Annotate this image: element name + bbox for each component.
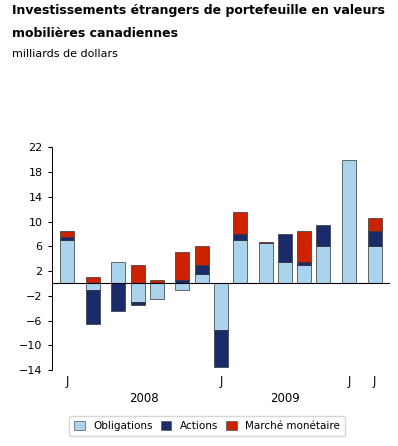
Bar	[297, 262, 311, 265]
Bar	[176, 252, 189, 281]
Bar	[60, 240, 74, 284]
Bar	[86, 284, 100, 289]
Bar	[150, 284, 164, 299]
Bar	[131, 302, 144, 305]
Bar	[297, 265, 311, 284]
Bar	[176, 281, 189, 284]
Bar	[342, 160, 356, 284]
Bar	[86, 277, 100, 284]
Bar	[214, 284, 228, 330]
Bar	[176, 284, 189, 289]
Bar	[195, 246, 209, 265]
Bar	[111, 262, 125, 284]
Bar	[150, 281, 164, 284]
Text: mobilières canadiennes: mobilières canadiennes	[12, 27, 178, 40]
Bar	[131, 265, 144, 284]
Bar	[278, 262, 292, 284]
Bar	[195, 274, 209, 284]
Bar	[111, 284, 125, 311]
Bar	[195, 265, 209, 274]
Bar	[368, 231, 382, 246]
Text: 2009: 2009	[270, 392, 300, 405]
Bar	[368, 219, 382, 231]
Bar	[60, 237, 74, 240]
Bar	[297, 231, 311, 262]
Bar	[316, 225, 330, 246]
Bar	[233, 234, 247, 240]
Bar	[368, 246, 382, 284]
Bar	[233, 212, 247, 234]
Bar	[60, 231, 74, 237]
Bar	[214, 330, 228, 367]
Bar	[86, 289, 100, 324]
Bar	[259, 243, 273, 284]
Bar	[278, 234, 292, 262]
Text: 2008: 2008	[129, 392, 159, 405]
Text: Investissements étrangers de portefeuille en valeurs: Investissements étrangers de portefeuill…	[12, 4, 385, 17]
Bar	[316, 246, 330, 284]
Text: milliards de dollars: milliards de dollars	[12, 49, 118, 59]
Legend: Obligations, Actions, Marché monétaire: Obligations, Actions, Marché monétaire	[69, 416, 345, 436]
Bar	[233, 240, 247, 284]
Bar	[259, 242, 273, 243]
Bar	[131, 284, 144, 302]
